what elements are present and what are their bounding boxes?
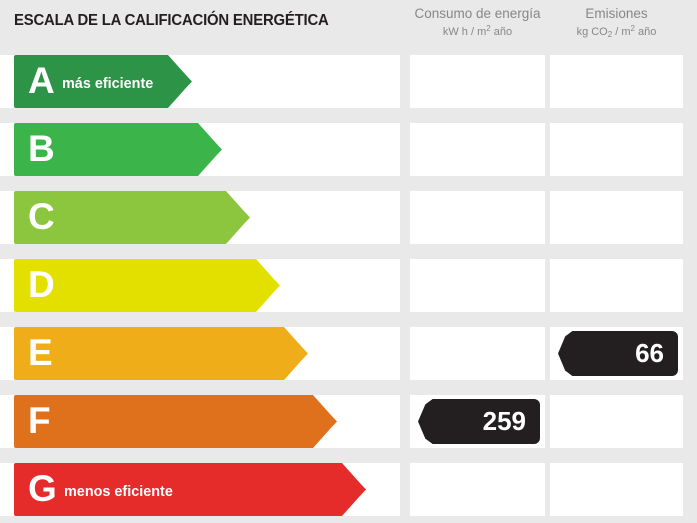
rating-letter-c: C: [28, 196, 55, 237]
rating-bar-arrow-f: [14, 395, 337, 448]
grid-cell-emisiones-b: [550, 123, 683, 176]
grid-cell-emisiones-f: [550, 395, 683, 448]
rating-letter-g: G: [28, 468, 57, 509]
page-title: ESCALA DE LA CALIFICACIÓN ENERGÉTICA: [14, 12, 329, 29]
rating-bar-arrow-a: [14, 55, 192, 108]
rating-bar-arrow-b: [14, 123, 222, 176]
rating-letter-d: D: [28, 264, 55, 305]
consumo-value-badge-value: 259: [482, 405, 526, 436]
grid-cell-emisiones-g: [550, 463, 683, 516]
rating-letter-b: B: [28, 128, 55, 169]
grid-cell-emisiones-a: [550, 55, 683, 108]
column-header-emisiones-units: kg CO2 / m2 año: [576, 23, 657, 39]
rating-bar-e: E: [14, 327, 308, 380]
grid-cell-consumo-d: [410, 259, 545, 312]
rating-note-a: más eficiente: [62, 75, 154, 92]
grid-cell-emisiones-c: [550, 191, 683, 244]
rating-bar-d: D: [14, 259, 280, 312]
rating-letter-f: F: [28, 400, 51, 441]
rating-bar-arrow-d: [14, 259, 280, 312]
rating-bar-f: F: [14, 395, 337, 448]
rating-bar-arrow-e: [14, 327, 308, 380]
column-header-emisiones: Emisiones kg CO2 / m2 año: [550, 6, 683, 40]
column-header-emisiones-label: Emisiones: [585, 6, 648, 21]
column-header-consumo: Consumo de energía kW h / m2 año: [410, 6, 545, 40]
column-header-consumo-units: kW h / m2 año: [442, 23, 513, 38]
rating-letter-e: E: [28, 332, 53, 373]
rating-letter-a: A: [28, 60, 55, 101]
grid-cell-consumo-g: [410, 463, 545, 516]
rating-bar-c: C: [14, 191, 250, 244]
column-header-consumo-label: Consumo de energía: [414, 6, 541, 21]
rating-bar-b: B: [14, 123, 222, 176]
emisiones-value-badge: 66: [558, 331, 678, 376]
rating-bar-arrow-g: [14, 463, 366, 516]
grid-cell-consumo-c: [410, 191, 545, 244]
grid-cell-consumo-b: [410, 123, 545, 176]
rating-bar-arrow-c: [14, 191, 250, 244]
emisiones-value-badge-value: 66: [635, 337, 664, 368]
grid-cell-emisiones-d: [550, 259, 683, 312]
rating-note-g: menos eficiente: [64, 483, 174, 500]
consumo-value-badge: 259: [418, 399, 540, 444]
grid-cell-consumo-a: [410, 55, 545, 108]
grid-cell-consumo-e: [410, 327, 545, 380]
